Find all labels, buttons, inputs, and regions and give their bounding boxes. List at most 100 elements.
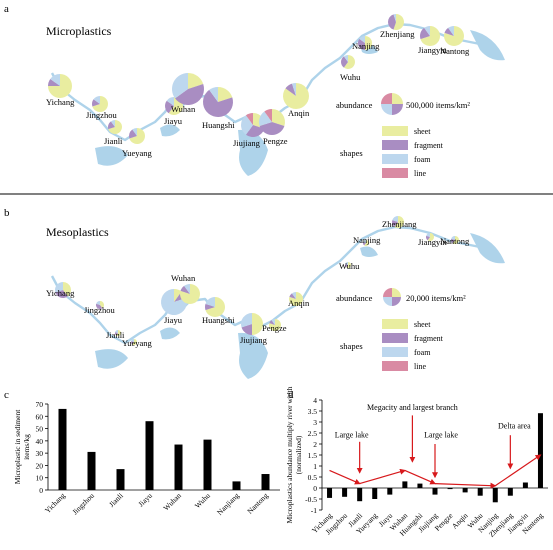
city-label-jiujiang: Jiujiang: [240, 335, 268, 345]
pie-jiayu: [165, 97, 183, 115]
city-label-jiujiang: Jiujiang: [233, 138, 261, 148]
y-tick-label: -1: [311, 506, 317, 515]
pie-slice: [259, 122, 285, 135]
pie-slice: [115, 332, 118, 336]
y-tick-label: 50: [36, 425, 44, 434]
pie-slice: [129, 128, 145, 144]
trend-arrow: [404, 469, 437, 485]
pie-slice: [358, 38, 365, 50]
pie-slice: [392, 220, 398, 227]
pie-slice: [175, 84, 205, 106]
city-label-yueyang: Yueyang: [122, 338, 152, 348]
pie-jiangyin: [425, 233, 434, 242]
legend-swatch-line: [382, 168, 408, 178]
pie-slice: [426, 233, 430, 237]
pie-slice: [93, 96, 100, 104]
city-label-wuhan: Wuhan: [171, 104, 196, 114]
pie-slice: [108, 120, 123, 135]
city-label-jianli: Jianli: [104, 136, 123, 146]
pie-slice: [345, 262, 348, 265]
legend-swatch-fragment: [382, 140, 408, 150]
pie-anqin: [283, 83, 310, 109]
y-tick-label: 0: [39, 486, 43, 495]
pie-jiangyin: [420, 26, 441, 46]
bar-jiayu: [387, 488, 393, 495]
pie-slice: [92, 96, 108, 112]
city-label-nantong: Nantong: [440, 46, 470, 56]
bar-nanjing: [492, 488, 498, 503]
bar-anqin: [462, 488, 468, 493]
y-tick-label: 1.5: [308, 451, 318, 460]
pie-huangshi: [205, 297, 225, 318]
y-axis-label: Microplastic in sedimentitems/kg: [13, 409, 31, 484]
bar-yichang: [327, 488, 333, 498]
pie-slice: [343, 55, 356, 70]
pie-slice: [291, 292, 296, 299]
trend-arrow: [329, 469, 361, 485]
pie-slice: [116, 330, 121, 336]
pie-slice: [392, 288, 401, 297]
pie-nanjing: [363, 240, 369, 246]
chart-c: 0 10 20 30 40 50 60 70 Microplastic in sedimenti…: [13, 400, 280, 517]
y-tick-label: 1: [313, 462, 317, 471]
y-tick-label: 10: [36, 474, 44, 483]
legend-label-line: line: [414, 362, 426, 371]
bar-jingzhou: [87, 451, 96, 490]
legend-label-sheet: sheet: [414, 127, 431, 136]
pie-slice: [392, 104, 403, 115]
legend-label-line: line: [414, 169, 426, 178]
pie-huangshi: [203, 87, 233, 118]
estuary: [470, 233, 505, 264]
bar-yichang: [58, 408, 67, 490]
x-tick-label: Wuhu: [193, 491, 212, 510]
city-label-nanjing: Nanjing: [352, 41, 380, 51]
liangzi-lake: [160, 124, 180, 137]
estuary: [470, 30, 505, 61]
pie-wuhu: [341, 55, 356, 70]
pie-slice: [240, 313, 252, 328]
city-label-anqin: Anqin: [288, 108, 310, 118]
pie-slice: [180, 285, 190, 294]
pie-slice: [271, 319, 275, 325]
pie-slice: [205, 297, 215, 307]
pie-slice: [96, 301, 100, 305]
abundance-label: abundance: [336, 100, 373, 110]
annotation-label: Large lake: [335, 430, 369, 439]
city-label-wuhu: Wuhu: [340, 72, 361, 82]
pie-slice: [393, 14, 396, 22]
pie-slice: [172, 73, 188, 99]
pie-wuhan: [172, 73, 205, 106]
legend-pie: [381, 93, 403, 115]
pie-jingzhou: [96, 301, 104, 309]
y-tick-label: 30: [36, 449, 44, 458]
pie-slice: [450, 238, 455, 244]
legend-label-foam: foam: [414, 155, 431, 164]
city-label-anqin: Anqin: [288, 298, 310, 308]
pie-slice: [427, 233, 434, 242]
city-label-jiayu: Jiayu: [164, 315, 183, 325]
y-tick-label: 60: [36, 412, 44, 421]
pie-slice: [92, 99, 100, 107]
pie-slice: [205, 297, 225, 318]
pie-slice: [451, 236, 455, 240]
pie-jiayu: [160, 289, 188, 316]
bar-wuhu: [203, 439, 212, 490]
pie-slice: [241, 324, 252, 335]
pie-slice: [259, 111, 272, 127]
pie-slice: [392, 216, 398, 222]
pie-slice: [363, 240, 366, 243]
bar-jianli: [116, 469, 125, 490]
pie-slice: [392, 93, 403, 104]
x-tick-label: Anqin: [450, 511, 470, 531]
pie-slice: [100, 301, 104, 309]
pie-slice: [420, 26, 441, 46]
pie-slice: [184, 284, 190, 294]
city-label-wuhan: Wuhan: [171, 273, 196, 283]
annotation-label: Large lake: [424, 430, 458, 439]
city-label-nanjing: Nanjing: [353, 235, 381, 245]
legend-label-fragment: fragment: [414, 141, 444, 150]
pie-slice: [108, 121, 115, 130]
pie-slice: [393, 14, 404, 30]
pie-slice: [444, 27, 454, 36]
pie-slice: [381, 93, 392, 104]
